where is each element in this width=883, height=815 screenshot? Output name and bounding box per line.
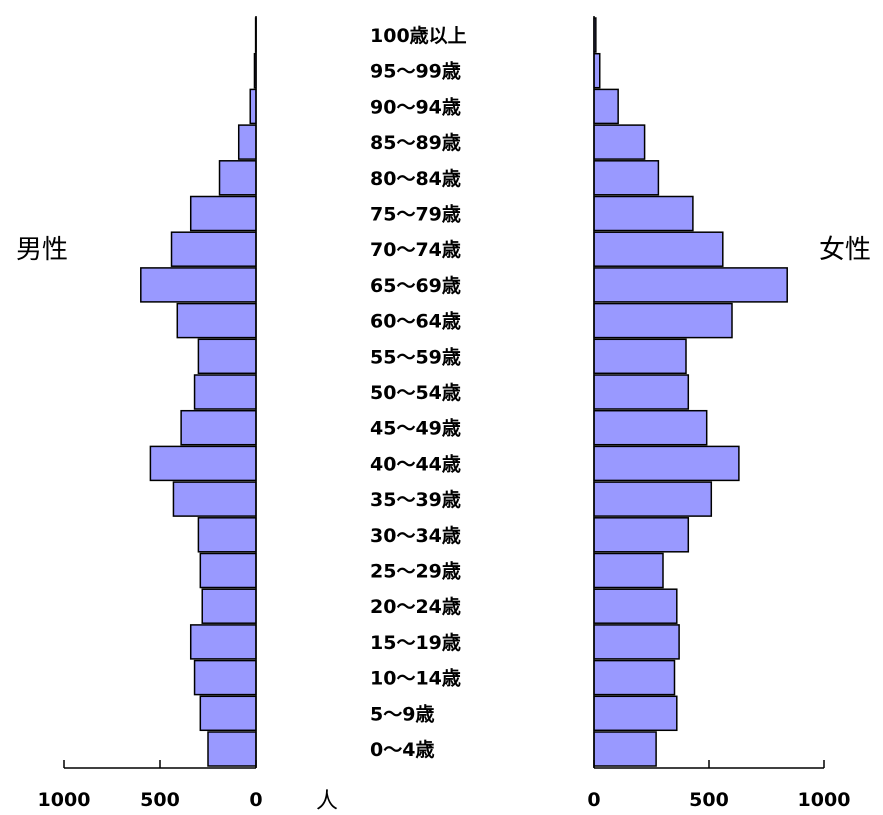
female-bar	[593, 481, 713, 517]
female-bar	[593, 52, 601, 89]
female-bar	[593, 409, 708, 446]
female-bar	[593, 302, 733, 339]
female-bar	[593, 695, 678, 732]
male-bar	[189, 624, 257, 660]
female-side-label: 女性	[819, 235, 871, 265]
female-bar	[593, 338, 687, 375]
female-bar	[593, 231, 724, 267]
female-bars-group	[593, 17, 788, 767]
male-bar	[197, 517, 257, 553]
male-bar	[237, 124, 257, 160]
age-group-label: 25～29歳	[370, 561, 461, 583]
age-group-label: 55～59歳	[370, 346, 461, 368]
female-bar	[593, 445, 740, 482]
male-x-tick-label: 0	[249, 789, 262, 811]
male-bar	[199, 552, 257, 589]
age-group-label: 45～49歳	[370, 418, 461, 440]
female-x-tick-label: 1000	[798, 789, 851, 811]
male-bar	[170, 231, 257, 267]
female-bar	[593, 731, 657, 767]
female-bar	[593, 88, 619, 125]
age-group-label: 70～74歳	[370, 239, 461, 261]
unit-label: 人	[316, 789, 338, 814]
male-bar	[180, 409, 257, 446]
male-bar	[189, 195, 257, 232]
male-bar	[249, 88, 257, 125]
age-group-label: 90～94歳	[370, 96, 461, 118]
male-bar	[176, 302, 257, 339]
male-bar	[172, 481, 257, 517]
male-x-tick-label: 1000	[38, 789, 91, 811]
age-group-label: 85～89歳	[370, 132, 461, 154]
male-bar	[193, 659, 257, 696]
age-group-label: 0～4歳	[370, 739, 434, 761]
female-bar	[593, 552, 664, 589]
age-group-label: 10～14歳	[370, 668, 461, 690]
age-group-label: 100歳以上	[370, 25, 467, 47]
male-bar	[201, 588, 257, 624]
female-bar	[593, 195, 694, 232]
male-bar	[207, 731, 257, 767]
male-bar	[193, 374, 257, 410]
male-bar	[218, 160, 257, 196]
female-x-tick-label: 500	[689, 789, 729, 811]
age-group-label: 35～39歳	[370, 489, 461, 511]
female-bar	[593, 124, 646, 160]
axes-group: 1000 500 0 0 500 1000	[38, 16, 851, 811]
male-bar	[197, 338, 257, 375]
age-group-labels: 100歳以上 95～99歳 90～94歳 85～89歳 80～84歳 75～79歳 70～7…	[370, 25, 467, 761]
female-bar	[593, 517, 690, 553]
age-group-label: 15～19歳	[370, 632, 461, 654]
female-bar	[593, 267, 788, 303]
male-side-label: 男性	[16, 235, 68, 265]
age-group-label: 20～24歳	[370, 596, 461, 618]
male-x-tick-label: 500	[140, 789, 180, 811]
male-bars-group	[140, 17, 257, 767]
age-group-label: 95～99歳	[370, 61, 461, 83]
age-group-label: 80～84歳	[370, 168, 461, 190]
male-bar	[199, 695, 257, 732]
female-bar	[593, 588, 678, 624]
female-bar	[593, 160, 660, 196]
female-bar	[593, 659, 676, 696]
age-group-label: 5～9歳	[370, 703, 434, 725]
age-group-label: 75～79歳	[370, 204, 461, 226]
male-bar	[149, 445, 257, 482]
age-group-label: 30～34歳	[370, 525, 461, 547]
age-group-label: 65～69歳	[370, 275, 461, 297]
age-group-label: 40～44歳	[370, 453, 461, 475]
male-bar	[140, 267, 257, 303]
age-group-label: 50～54歳	[370, 382, 461, 404]
age-group-label: 60～64歳	[370, 311, 461, 333]
female-bar	[593, 374, 690, 410]
female-bar	[593, 624, 680, 660]
female-x-tick-label: 0	[587, 789, 600, 811]
